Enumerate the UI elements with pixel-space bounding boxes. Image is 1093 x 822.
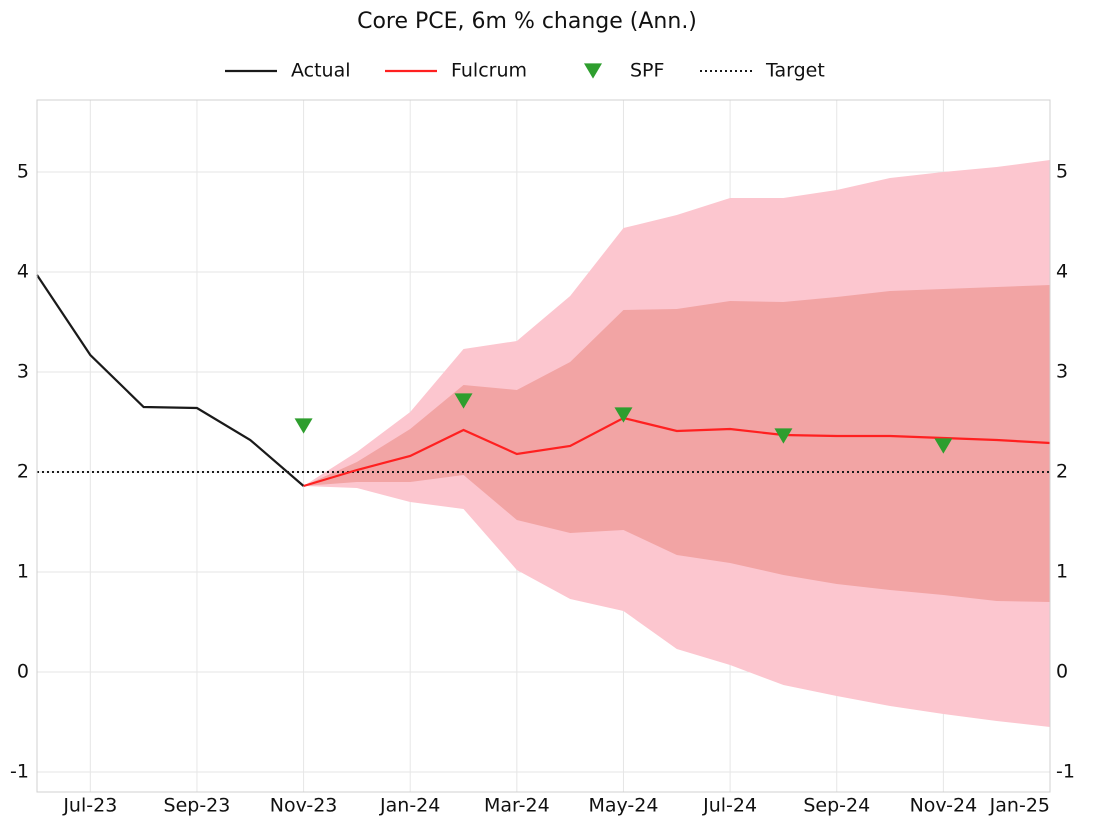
legend-label: SPF [630, 60, 664, 82]
y2-tick-label: 3 [1056, 361, 1068, 383]
y-tick-label: -1 [10, 761, 29, 783]
x-tick-label: Jul-24 [702, 795, 757, 817]
x-tick-label: Mar-24 [484, 795, 550, 817]
spf-marker [934, 438, 953, 454]
x-tick-label: May-24 [588, 795, 658, 817]
y2-tick-label: -1 [1056, 761, 1075, 783]
x-tick-label: Jan-24 [379, 795, 440, 817]
y-tick-label: 3 [17, 361, 29, 383]
x-tick-label: Sep-23 [164, 795, 231, 817]
y-tick-label: 1 [17, 561, 29, 583]
y2-tick-label: 5 [1056, 161, 1068, 183]
series-line [303, 416, 1051, 488]
band [303, 285, 1050, 602]
y-tick-label: 5 [17, 161, 29, 183]
y-tick-label: 4 [17, 261, 29, 283]
legend-label: Target [765, 60, 825, 82]
y2-tick-label: 0 [1056, 661, 1068, 683]
chart-title: Core PCE, 6m % change (Ann.) [357, 9, 697, 34]
spf-marker [454, 393, 473, 409]
legend-label: Actual [291, 60, 351, 82]
y-tick-label: 2 [17, 461, 29, 483]
x-tick-label: Jul-23 [62, 795, 117, 817]
series-line [36, 274, 305, 487]
x-tick-label: Nov-23 [270, 795, 338, 817]
spf-marker [774, 428, 793, 444]
spf-marker [614, 407, 633, 423]
y2-tick-label: 2 [1056, 461, 1068, 483]
x-tick-label: Nov-24 [910, 795, 978, 817]
legend-marker [584, 63, 602, 79]
plot-frame [36, 99, 1051, 793]
x-tick-label: Jan-25 [989, 795, 1050, 817]
spf-marker [294, 418, 313, 434]
legend-label: Fulcrum [451, 60, 527, 82]
y2-tick-label: 4 [1056, 261, 1068, 283]
y2-tick-label: 1 [1056, 561, 1068, 583]
x-tick-label: Sep-24 [803, 795, 870, 817]
y-tick-label: 0 [17, 661, 29, 683]
